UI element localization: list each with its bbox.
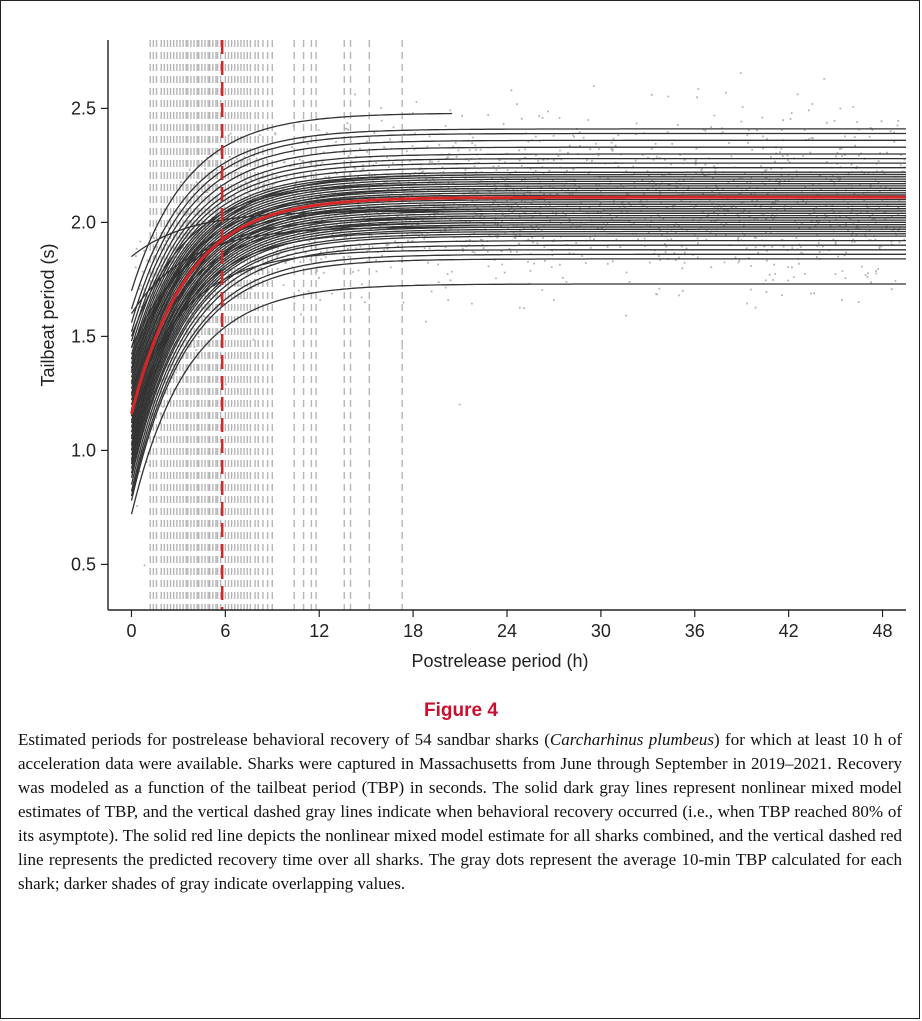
x-tick-label: 6 (220, 621, 230, 641)
population-fit (130, 40, 906, 610)
y-tick-label: 0.5 (71, 554, 96, 574)
y-tick-label: 2.5 (71, 98, 96, 118)
individual-fit-line (130, 235, 906, 478)
x-tick-label: 36 (685, 621, 705, 641)
individual-fit-line (130, 198, 906, 417)
x-tick-label: 48 (873, 621, 893, 641)
individual-fit-line (130, 132, 906, 323)
y-tick-label: 1.5 (71, 326, 96, 346)
x-tick-label: 18 (403, 621, 423, 641)
individual-fit-line (130, 157, 906, 355)
individual-fit-line (130, 253, 906, 497)
tailbeat-chart: 0 6 12 18 24 30 36 42 48 0.5 1.0 1.5 2.0 2.5 Postrele… (38, 40, 907, 671)
individual-fit-line (130, 219, 906, 451)
x-axis-label: Postrelease period (h) (411, 651, 588, 671)
individual-fit-line (130, 187, 906, 451)
individual-fit-line (130, 258, 906, 501)
individual-fit-line (130, 112, 453, 292)
caption-part-3: ) for which at least 10 h of acceleratio… (18, 730, 902, 893)
population-fit-line (130, 195, 906, 415)
x-tick-label: 0 (126, 621, 136, 641)
caption-species: Carcharhinus plumbeus (549, 730, 714, 749)
x-tick-label: 12 (309, 621, 329, 641)
individual-fit-line (130, 233, 906, 474)
individual-fit-line (130, 203, 906, 462)
individual-fit-line (130, 230, 906, 428)
y-tick-label: 2.0 (71, 212, 96, 232)
individual-fit-line (130, 214, 906, 444)
individual-fit-line (130, 205, 906, 428)
individual-fit-line (130, 139, 906, 332)
individual-fit-line (130, 221, 906, 394)
recovery-lines (149, 40, 403, 610)
individual-fit-line (130, 224, 906, 460)
individual-fit-line (130, 128, 906, 310)
y-axis-label: Tailbeat period (s) (38, 243, 58, 386)
individual-fit-line (130, 146, 906, 342)
caption-part-1: Estimated periods for postrelease behavi… (18, 730, 550, 749)
individual-fit-line (130, 228, 906, 469)
individual-fit-line (131, 210, 906, 258)
individual-fit-line (130, 171, 906, 369)
y-tick-label: 1.0 (71, 440, 96, 460)
individual-fit-line (130, 189, 906, 401)
x-tick-label: 24 (497, 621, 517, 641)
individual-fit-line (130, 180, 906, 385)
individual-fit-line (130, 153, 906, 348)
individual-fit-line (130, 185, 906, 394)
x-tick-label: 42 (779, 621, 799, 641)
figure-title: Figure 4 (424, 700, 498, 721)
figure-caption: Estimated periods for postrelease behavi… (18, 728, 902, 896)
individual-fit-line (130, 249, 906, 406)
individual-fit-line (130, 176, 906, 378)
individual-fit-line (130, 167, 906, 364)
individual-fit-line (130, 217, 906, 349)
individual-fit-line (130, 226, 906, 314)
x-tick-label: 30 (591, 621, 611, 641)
individual-fit-line (130, 194, 906, 371)
individual-fit-line (130, 244, 906, 492)
individual-fit-line (130, 162, 906, 360)
axes: 0 6 12 18 24 30 36 42 48 0.5 1.0 1.5 2.0 2.5 (71, 40, 906, 641)
individual-fit-line (130, 173, 906, 417)
individual-fit-line (130, 208, 906, 360)
individual-fit-line (130, 283, 906, 515)
